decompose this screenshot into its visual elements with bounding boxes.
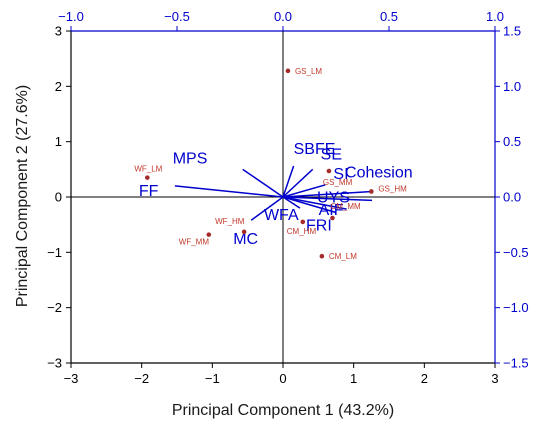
score-point-cm-hm [300,219,306,225]
score-label-gs-mm: GS_MM [323,178,353,187]
loading-vector-mc [250,196,284,221]
loading-label-wfa: WFA [264,207,299,224]
y-tick-label: −1 [47,245,62,260]
loading-label-fri: FRI [306,217,332,234]
y-tick-label: −2 [47,300,62,315]
x-tick-label: −2 [134,371,149,386]
loading-label-se: SE [321,146,342,163]
score-label-cm-lm: CM_LM [329,252,357,261]
loading-vector-aif [282,196,347,210]
right-tick-label: −1.0 [503,300,529,315]
x-tick-label: 2 [421,371,428,386]
right-tick-label: 1.0 [503,79,521,94]
right-tick-label: 0.0 [503,190,521,205]
top-tick-label: −0.5 [164,9,190,24]
right-tick-label: 0.5 [503,134,521,149]
score-label-wf-hm: WF_HM [215,217,245,226]
loading-vector-wfa [282,196,301,209]
score-label-gs-hm: GS_HM [378,184,407,193]
loading-label-mc: MC [233,231,258,248]
top-tick-label: 0.0 [274,9,292,24]
y-tick-label: 2 [55,79,62,94]
x-axis-title: Principal Component 1 (43.2%) [172,402,394,419]
y-axis-title: Principal Component 2 (27.6%) [14,85,31,307]
loading-vector-mps [242,168,284,198]
loading-label-cohesion: Cohesion [345,164,413,181]
score-point-gs-lm [285,68,291,74]
score-point-wf-hm [241,229,247,235]
loading-label-sbfe: SBFE [294,141,336,158]
loading-vector-se [282,168,314,198]
score-point-gs-hm [369,189,374,194]
loading-label-mps: MPS [173,150,208,167]
y-tick-label: 3 [55,24,62,39]
loading-label-uys: UYS [317,189,350,206]
score-points: GS_LM WF_LM GS_MM GS_HM CM_MM WF_HM WF_MM CM_HM… [134,67,407,261]
score-label-cm-hm: CM_HM [287,227,317,236]
score-label-wf-mm: WF_MM [179,238,210,247]
loading-vector-ff [174,185,284,198]
right-tick-label: 1.5 [503,24,521,39]
loading-label-si: SI [333,166,348,183]
right-tick-label: −1.5 [503,356,529,371]
right-tick-label: −0.5 [503,245,529,260]
x-tick-label: 3 [491,371,498,386]
score-label-cm-mm: CM_MM [330,202,361,211]
score-point-wf-lm [145,175,150,180]
score-point-gs-mm [326,168,332,174]
loading-label-ff: FF [139,183,159,200]
y-tick-label: −3 [47,356,62,371]
score-label-gs-lm: GS_LM [295,67,322,76]
top-tick-label: −1.0 [58,9,84,24]
score-point-wf-mm [206,232,212,237]
loading-vector-fri [282,196,337,214]
loading-vector-cohesion [282,190,373,198]
x-tick-label: 0 [279,371,286,386]
top-tick-label: 1.0 [486,9,504,24]
x-tick-label: −1 [205,371,220,386]
loading-vector-si [282,184,326,198]
x-tick-label: −3 [64,371,79,386]
score-label-wf-lm: WF_LM [134,165,162,174]
loading-vector-uys [282,196,373,202]
y-tick-label: 0 [55,190,62,205]
score-point-cm-lm [319,253,325,259]
y-tick-label: 1 [55,134,62,149]
score-point-cm-mm [330,215,335,221]
loading-vector-sbfe [282,165,295,198]
x-tick-label: 1 [350,371,357,386]
top-tick-label: 0.5 [380,9,398,24]
